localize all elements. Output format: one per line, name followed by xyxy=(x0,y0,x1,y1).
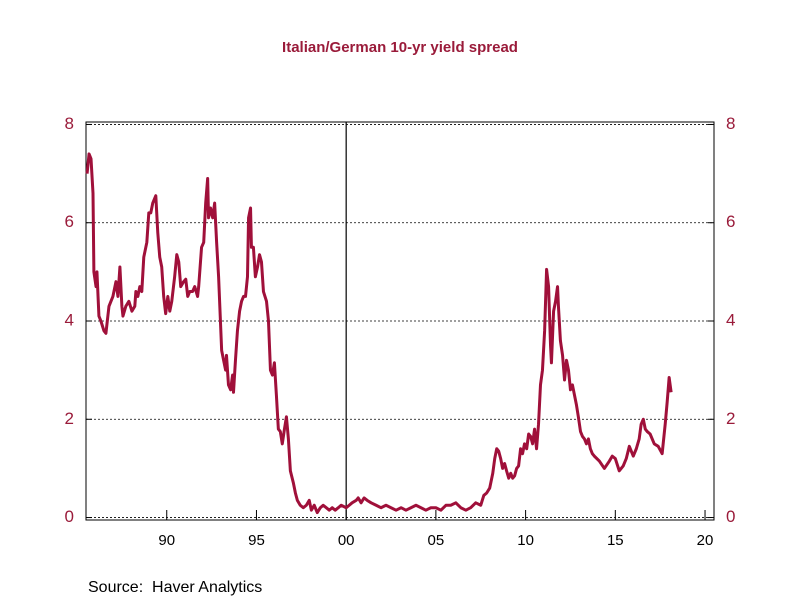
y-tick-label: 4 xyxy=(65,310,74,329)
y2-tick-label: 4 xyxy=(726,310,735,329)
plot-frame xyxy=(85,121,715,521)
y2-tick-label: 2 xyxy=(726,409,735,428)
x-tick-label: 00 xyxy=(338,532,355,549)
x-tick-label: 90 xyxy=(158,532,175,549)
x-tick-label: 20 xyxy=(697,532,714,549)
source-note: Source: Haver Analytics xyxy=(88,579,262,596)
y2-tick-label: 6 xyxy=(726,212,735,231)
chart-title: Italian/German 10-yr yield spread xyxy=(282,39,518,56)
y2-tick-label: 8 xyxy=(726,114,735,133)
y2-tick-label: 0 xyxy=(726,507,735,526)
x-tick-label: 05 xyxy=(428,532,445,549)
y-tick-label: 2 xyxy=(65,409,74,428)
y-tick-label: 0 xyxy=(65,507,74,526)
y-tick-label: 6 xyxy=(65,212,74,231)
x-tick-label: 95 xyxy=(248,532,265,549)
y-tick-label: 8 xyxy=(65,114,74,133)
data-line xyxy=(85,152,673,515)
x-tick-label: 10 xyxy=(517,532,534,549)
x-tick-label: 15 xyxy=(607,532,624,549)
